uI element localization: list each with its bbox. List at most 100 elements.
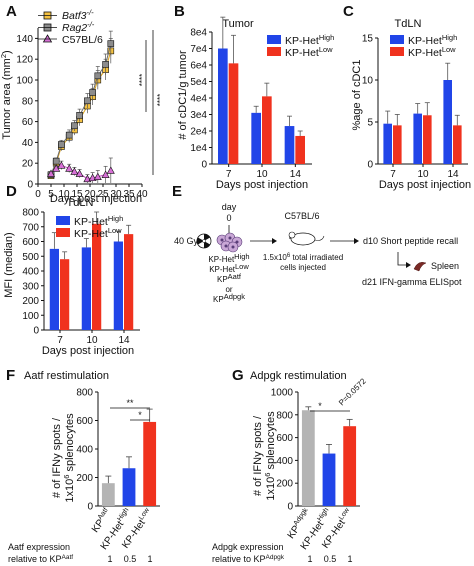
expr-g-value-1: 1	[307, 554, 312, 564]
panel-c-y-tick-label: 10	[362, 76, 374, 87]
injection-line-1: 1.5x106 total irradiated	[263, 253, 343, 262]
bar	[81, 247, 91, 330]
significance-a-1: ****	[138, 74, 147, 86]
panel-c-legend: KP-HetHigh KP-HetLow	[390, 33, 457, 59]
bar	[322, 453, 336, 506]
bar	[49, 248, 59, 330]
bar	[143, 421, 157, 506]
panel-f-y-tick-label: 800	[76, 388, 93, 399]
legend-swatch-c-high	[390, 35, 404, 44]
bar	[228, 63, 239, 164]
panel-a-y-tick-label: 40	[22, 138, 34, 149]
data-point	[101, 170, 110, 178]
panel-b-plot: 0 1e4 2e4 3e4 4e4 5e4 6e4 7e4 8e4 7 10 14	[190, 16, 312, 180]
panel-f-ylabel-1: # of IFNy spots /	[51, 417, 63, 498]
panel-d-plot: 0 100 200 300 400 500 600 700 800 7 10 14	[22, 208, 140, 346]
expr-g-label-1: Adpgk expression	[212, 542, 284, 552]
expr-g-value-3: 1	[347, 554, 352, 564]
expr-f-value-2: 0.5	[124, 554, 137, 564]
panel-g-y-tick-label: 400	[276, 456, 293, 467]
panel-d-title: TdLN	[67, 197, 94, 209]
panel-e-label: E	[172, 183, 182, 200]
panel-b-xlabel: Days post injection	[216, 179, 308, 191]
legend-label-c-low: KP-HetLow	[408, 45, 456, 59]
legend-swatch-d-high	[56, 216, 70, 225]
bar	[284, 126, 295, 164]
panel-b-ylabel: # of cDC1/g tumor	[177, 50, 189, 140]
dose-label: 40 Gy	[174, 236, 199, 246]
bar	[453, 125, 462, 164]
bar	[218, 48, 228, 164]
legend-label-c-high: KP-HetHigh	[408, 33, 457, 47]
panel-a-ylabel: Tumor area (mm2)	[0, 50, 13, 139]
expr-f-value-3: 1	[147, 554, 152, 564]
data-point	[65, 164, 74, 172]
cell-line-4: KPAdpgk	[213, 292, 245, 304]
panel-a-y-tick-label: 100	[16, 76, 33, 87]
panel-d-y-tick-label: 100	[22, 311, 39, 322]
panel-c-label: C	[343, 3, 354, 20]
panel-d-x-tick-label: 7	[57, 335, 63, 346]
panel-b-y-tick-label: 0	[201, 160, 207, 171]
panel-b-legend: KP-HetHigh KP-HetLow	[267, 33, 334, 59]
panel-d-x-tick-label: 14	[118, 335, 130, 346]
panel-a-y-tick-label: 20	[22, 159, 34, 170]
panel-c-title: TdLN	[395, 18, 422, 30]
panel-f-plot: 0 200 400 600 800	[76, 388, 160, 513]
panel-a-y-tick-label: 80	[22, 96, 34, 107]
panel-b-y-tick-label: 4e4	[190, 94, 207, 105]
panel-b-y-tick-label: 3e4	[190, 110, 207, 121]
legend-label-batf3: Batf3-/-	[62, 8, 94, 22]
panel-c-x-tick-label: 10	[417, 169, 429, 180]
legend-label-b-high: KP-HetHigh	[285, 33, 334, 47]
panel-g: G Adpgk restimulation 02004006008001000 …	[212, 367, 368, 564]
panel-b-y-tick-label: 1e4	[190, 143, 207, 154]
panel-g-label: G	[232, 367, 244, 384]
panel-a-y-tick-label: 60	[22, 117, 34, 128]
panel-a-x-tick-label: 20	[84, 189, 96, 200]
panel-a-x-tick-label: 40	[136, 189, 148, 200]
mouse-icon	[288, 231, 325, 246]
bar	[295, 135, 305, 164]
data-point	[75, 169, 84, 177]
panel-f-y-tick-label: 0	[87, 502, 93, 513]
panel-f-y-tick-label: 400	[76, 445, 93, 456]
data-point	[89, 89, 96, 96]
panel-a-xlabel: Days post injection	[50, 193, 142, 205]
panel-a-significance: **** ****	[138, 30, 165, 175]
bar	[124, 234, 134, 330]
spleen-label: Spleen	[431, 261, 459, 271]
panel-g-y-tick-label: 200	[276, 479, 293, 490]
expr-f-label-1: Aatf expression	[8, 542, 70, 552]
cell-line-or: or	[225, 285, 232, 294]
panel-f-y-tick-label: 200	[76, 473, 93, 484]
spleen-icon	[413, 262, 427, 272]
panel-e: E day 0 40 Gy KP-HetHigh KP-HetLow KPAat…	[172, 183, 462, 304]
panel-f: F Aatf restimulation 0 200 400 600 800 # of …	[6, 367, 160, 564]
panel-d-y-tick-label: 700	[22, 222, 39, 233]
panel-a-x-tick-label: 5	[48, 189, 54, 200]
data-point	[58, 141, 65, 148]
data-point	[52, 157, 60, 165]
panel-f-ylabel-2: 1x106 splenocytes	[62, 413, 76, 503]
panel-d-x-tick-label: 10	[86, 335, 98, 346]
significance-g-1: *	[318, 401, 322, 411]
panel-c: C TdLN 0 5 10 15 7 10 14 %age of cDC1 Days pos…	[343, 3, 471, 191]
panel-b: B Tumor 0 1e4 2e4 3e4 4e4 5e4 6e4 7e4 8e4 7 10 14 #…	[174, 3, 334, 191]
panel-g-y-tick-label: 600	[276, 433, 293, 444]
legend-swatch-c-low	[390, 47, 404, 56]
legend-swatch-b-low	[267, 47, 281, 56]
bar	[262, 96, 272, 164]
expr-g-value-2: 0.5	[324, 554, 337, 564]
panel-a-label: A	[6, 3, 17, 20]
elispot-label: d21 IFN-gamma ELISpot	[362, 277, 462, 287]
panel-g-plot: 0 200 400 600 800 1000	[271, 388, 360, 513]
panel-d-label: D	[6, 183, 17, 200]
data-point	[106, 166, 115, 174]
panel-a-x-tick-label: 0	[35, 189, 41, 200]
data-point	[76, 112, 83, 119]
cell-line-2: KP-HetLow	[209, 262, 249, 274]
panel-d-y-tick-label: 600	[22, 237, 39, 248]
legend-label-d-high: KP-HetHigh	[74, 214, 123, 228]
